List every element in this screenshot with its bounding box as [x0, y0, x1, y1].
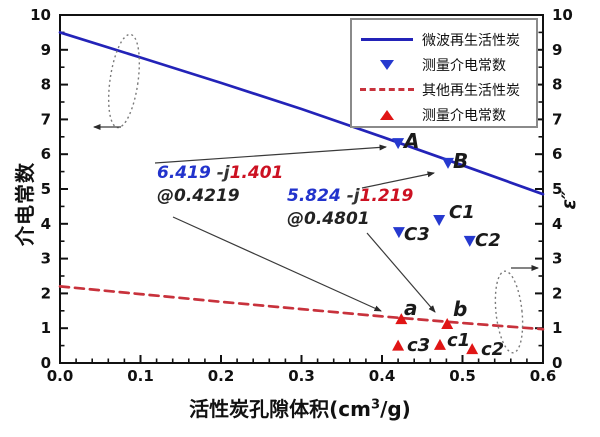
y-axis-label-left: 介电常数: [13, 162, 37, 246]
blue-solid-line-icon: [361, 38, 413, 41]
point-label-C1: C1: [449, 202, 475, 223]
y-tick-label-right: 8: [552, 76, 562, 94]
legend: 微波再生活性炭 测量介电常数 其他再生活性炭 测量介电常数: [350, 18, 538, 128]
annotation-pore-volume: @0.4219: [157, 186, 240, 206]
y-tick-label-right: 2: [552, 284, 562, 302]
data-point-c3: [392, 339, 405, 351]
annotation-j: -j: [210, 163, 230, 183]
x-tick-label: 0.2: [208, 367, 235, 385]
x-axis-label: 活性炭孔隙体积(cm3/g): [100, 393, 500, 422]
y-tick-label-right: 4: [552, 215, 562, 233]
annotation-complex-permittivity: 6.419 -j1.401: [157, 162, 283, 185]
legend-row-measured-blue: 测量介电常数: [352, 52, 536, 77]
series-line-microwave: [58, 31, 545, 196]
x-tick-label: 0.4: [369, 367, 396, 385]
data-point-C3: [392, 227, 405, 239]
y-tick-label-left: 10: [30, 6, 51, 24]
y-tick-label-left: 3: [41, 250, 51, 268]
legend-row-microwave-line: 微波再生活性炭: [352, 27, 536, 52]
x-axis-label-text: 活性炭孔隙体积(cm: [189, 397, 372, 421]
triangle-up-icon: [380, 109, 394, 120]
data-point-B: [442, 157, 455, 169]
annotation-point-a: 6.419 -j1.401 @0.4219: [157, 162, 283, 208]
y-tick-label-left: 5: [41, 180, 51, 198]
annotation-j: -j: [340, 186, 360, 206]
data-point-C2: [463, 235, 476, 247]
y-tick-label-right: 1: [552, 319, 562, 337]
point-label-c3: c3: [407, 335, 430, 356]
legend-row-measured-red: 测量介电常数: [352, 102, 536, 127]
y-tick-label-left: 4: [41, 215, 51, 233]
data-point-c2: [466, 343, 479, 355]
point-label-C2: C2: [475, 230, 501, 251]
annotation-arrow: [172, 216, 382, 312]
annotation-imag-part: 1.219: [359, 186, 414, 206]
data-point-c1: [433, 338, 446, 350]
legend-label: 其他再生活性炭: [422, 82, 520, 99]
legend-sample: [352, 88, 422, 91]
annotation-complex-permittivity: 5.824 -j1.219: [287, 185, 413, 208]
annotation-arrow: [154, 144, 387, 164]
legend-label: 测量介电常数: [422, 57, 506, 74]
annotation-arrow: [366, 232, 436, 313]
y-tick-label-right: 6: [552, 145, 562, 163]
triangle-down-icon: [380, 59, 394, 70]
y-tick-label-right: 5: [552, 180, 562, 198]
y-tick-label-right: 3: [552, 250, 562, 268]
x-tick-label: 0.0: [47, 367, 74, 385]
y-tick-label-left: 2: [41, 284, 51, 302]
y-tick-label-right: 0: [552, 354, 562, 372]
legend-row-other-line: 其他再生活性炭: [352, 77, 536, 102]
y-tick-label-left: 6: [41, 145, 51, 163]
y-tick-label-left: 9: [41, 41, 51, 59]
x-axis-label-unit: /g): [380, 397, 411, 421]
right-axis-indicator-ellipse: [494, 270, 524, 354]
point-label-b: b: [453, 297, 467, 321]
data-point-A: [392, 138, 405, 150]
annotation-imag-part: 1.401: [229, 163, 284, 183]
y-tick-label-left: 8: [41, 76, 51, 94]
point-label-B: B: [453, 149, 468, 173]
point-label-c2: c2: [481, 339, 504, 360]
annotation-arrow: [361, 171, 435, 189]
annotation-pore-volume: @0.4801: [287, 209, 370, 229]
legend-label: 微波再生活性炭: [422, 32, 520, 49]
legend-sample: [352, 109, 422, 120]
point-label-a: a: [404, 296, 418, 320]
data-point-C1: [433, 214, 446, 226]
legend-sample: [352, 38, 422, 41]
point-label-A: A: [402, 129, 419, 153]
y-tick-label-right: 9: [552, 41, 562, 59]
legend-sample: [352, 59, 422, 70]
red-dashed-line-icon: [360, 88, 414, 91]
annotation-point-b: 5.824 -j1.219 @0.4801: [287, 185, 413, 231]
annotation-real-part: 5.824: [287, 186, 341, 206]
data-point-b: [441, 318, 454, 330]
y-tick-label-left: 7: [41, 110, 51, 128]
data-point-a: [395, 313, 408, 325]
point-label-c1: c1: [447, 330, 470, 351]
x-tick-label: 0.6: [530, 367, 557, 385]
legend-label: 测量介电常数: [422, 107, 506, 124]
x-tick-label: 0.3: [288, 367, 315, 385]
x-tick-label: 0.1: [127, 367, 154, 385]
y-tick-label-right: 7: [552, 110, 562, 128]
x-tick-label: 0.5: [449, 367, 476, 385]
x-axis-label-superscript: 3: [371, 397, 381, 413]
series-line-other: [58, 285, 545, 331]
y-tick-label-right: 10: [552, 6, 573, 24]
y-tick-label-left: 1: [41, 319, 51, 337]
y-tick-label-left: 0: [41, 354, 51, 372]
y-axis-label-right: ε″: [558, 190, 580, 210]
annotation-real-part: 6.419: [157, 163, 211, 183]
point-label-C3: C3: [404, 224, 430, 245]
